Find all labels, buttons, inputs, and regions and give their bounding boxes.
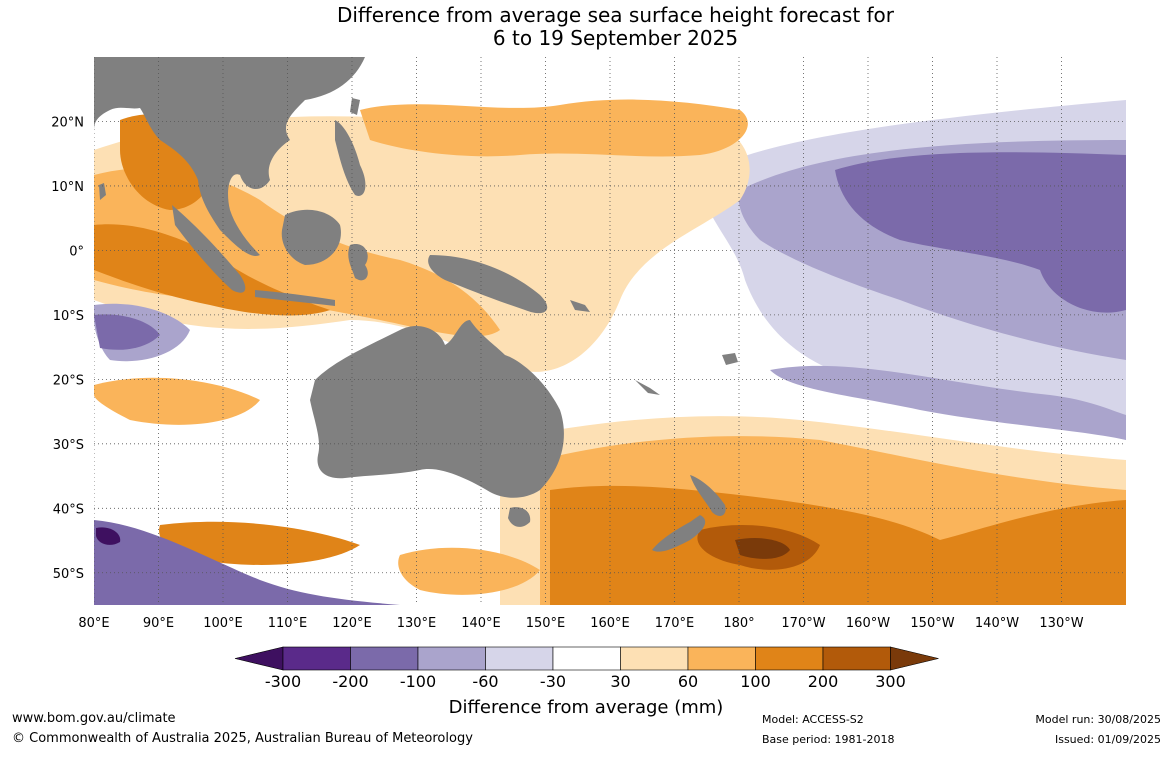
lon-tick-label: 140°W <box>975 616 1019 631</box>
colorbar-tick-label: -30 <box>540 672 566 691</box>
lat-tick-label: 20°N <box>51 115 84 130</box>
colorbar-swatch <box>417 646 486 671</box>
colorbar-tick-label: 100 <box>740 672 771 691</box>
colorbar-tick-label: 60 <box>678 672 698 691</box>
colorbar-tick-label: 30 <box>610 672 630 691</box>
lon-tick-label: 160°W <box>846 616 890 631</box>
lon-tick-label: 130°E <box>397 616 437 631</box>
footer-issued: Issued: 01/09/2025 <box>1054 733 1161 746</box>
land-new-guinea <box>428 255 548 314</box>
land-asia <box>94 57 365 256</box>
lat-tick-label: 40°S <box>53 502 84 517</box>
lon-tick-label: 170°E <box>655 616 695 631</box>
colorbar-tick-label: 200 <box>808 672 839 691</box>
land-solomon-islands <box>570 300 590 312</box>
colorbar-title: Difference from average (mm) <box>449 697 724 718</box>
lat-tick-label: 10°S <box>53 309 84 324</box>
lat-tick-label: 20°S <box>53 373 84 388</box>
colorbar-arrow-low <box>234 646 284 671</box>
land-new-zealand-south <box>652 515 706 552</box>
land-sulawesi <box>348 244 368 281</box>
lon-tick-label: 150°E <box>526 616 566 631</box>
lon-tick-label: 110°E <box>268 616 308 631</box>
land-philippines <box>335 120 366 196</box>
lon-tick-label: 90°E <box>143 616 174 631</box>
lat-tick-label: 10°N <box>51 180 84 195</box>
lat-axis-labels: 20°N 10°N 0° 10°S 20°S 30°S 40°S 50°S <box>51 115 84 581</box>
lon-tick-label: 150°W <box>910 616 954 631</box>
anomaly-region-north-pacific-band <box>360 99 748 157</box>
map-title: Difference from average sea surface heig… <box>0 4 1173 50</box>
colorbar-tick-label: -60 <box>472 672 498 691</box>
anomaly-region-east-pacific-strong <box>835 152 1126 313</box>
lon-tick-label: 140°E <box>461 616 501 631</box>
colorbar: -300 -200 -100 -60 -30 30 60 100 200 300 <box>234 646 939 691</box>
anomaly-region-southern-ocean-strong <box>550 485 1126 605</box>
footer-copyright: © Commonwealth of Australia 2025, Austra… <box>12 731 473 746</box>
colorbar-swatch <box>485 646 554 671</box>
colorbar-arrow-high <box>890 646 939 671</box>
anomaly-region-south-indian-mid-2 <box>94 377 260 425</box>
land-borneo <box>281 209 341 265</box>
land-taiwan <box>350 98 360 115</box>
anomaly-region-south-indian-mid <box>159 521 360 565</box>
colorbar-swatch <box>620 646 689 671</box>
lat-tick-label: 50°S <box>53 567 84 582</box>
lat-tick-label: 0° <box>69 244 84 259</box>
lon-tick-label: 160°E <box>590 616 630 631</box>
colorbar-tick-label: 300 <box>875 672 906 691</box>
lon-tick-label: 170°W <box>781 616 825 631</box>
colorbar-swatch <box>350 646 419 671</box>
land-sumatra <box>172 205 246 293</box>
colorbar-swatch <box>552 646 621 671</box>
land-sri-lanka <box>99 183 106 200</box>
lon-tick-label: 130°W <box>1039 616 1083 631</box>
lon-tick-label: 120°E <box>332 616 372 631</box>
footer-url[interactable]: www.bom.gov.au/climate <box>12 711 176 726</box>
anomaly-region-south-pacific-band <box>770 365 1126 440</box>
colorbar-swatch <box>822 646 891 671</box>
lon-tick-label: 180° <box>723 616 754 631</box>
land-tasmania <box>508 507 531 527</box>
land <box>94 57 738 552</box>
land-australia <box>310 320 564 498</box>
land-java <box>255 290 335 306</box>
lon-tick-label: 100°E <box>203 616 243 631</box>
map-panel <box>94 57 1126 605</box>
lon-tick-label: 80°E <box>78 616 109 631</box>
lat-tick-label: 30°S <box>53 438 84 453</box>
colorbar-tick-label: -300 <box>265 672 301 691</box>
land-new-caledonia <box>635 380 660 395</box>
footer-model-run: Model run: 30/08/2025 <box>1035 713 1161 726</box>
colorbar-swatch <box>282 646 351 671</box>
colorbar-tick-label: -200 <box>332 672 368 691</box>
title-line-2: 6 to 19 September 2025 <box>492 26 739 50</box>
anomaly-region-indian-ocean-negative-strong <box>94 314 160 350</box>
anomaly-region-southwest-negative <box>94 520 400 605</box>
anomaly-region-southwest-negative-strong <box>96 527 121 545</box>
colorbar-swatch <box>755 646 824 671</box>
anomaly-region-south-indian-light <box>398 547 540 595</box>
footer-base-period: Base period: 1981-2018 <box>762 733 895 746</box>
lon-axis-labels: 80°E 90°E 100°E 110°E 120°E 130°E 140°E 150°E 16… <box>78 616 1083 631</box>
title-line-1: Difference from average sea surface heig… <box>336 3 895 27</box>
footer-model: Model: ACCESS-S2 <box>762 713 864 726</box>
land-new-zealand-north <box>690 475 726 516</box>
graticule <box>94 57 1126 605</box>
colorbar-tick-label: -100 <box>400 672 436 691</box>
land-fiji <box>722 353 738 365</box>
anomaly-region-tasman-max <box>735 538 790 559</box>
colorbar-swatch <box>687 646 756 671</box>
